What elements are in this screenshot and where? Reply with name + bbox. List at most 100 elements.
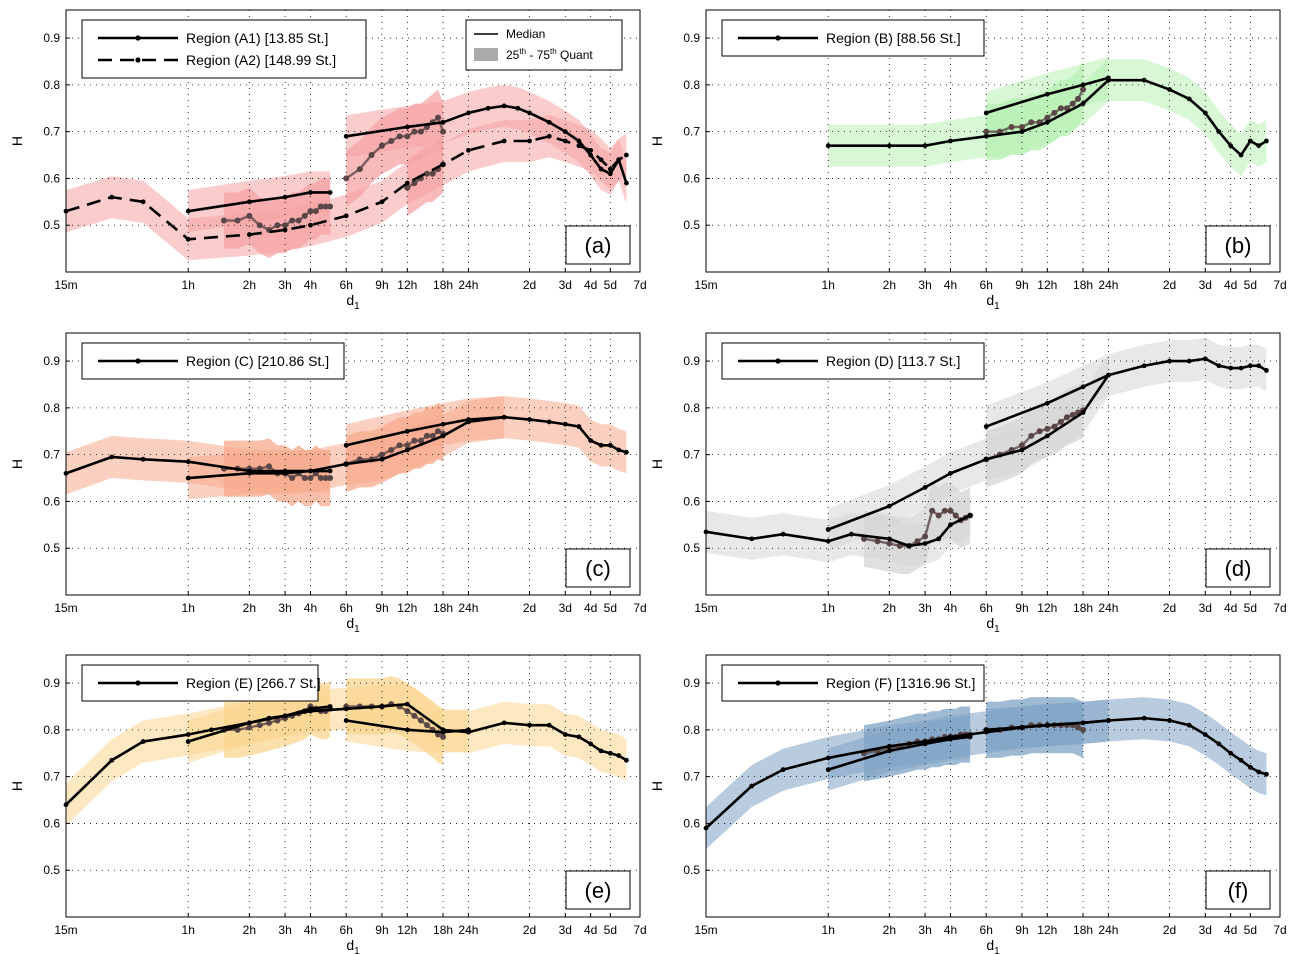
data-point xyxy=(624,757,629,763)
data-point xyxy=(185,739,191,744)
data-point xyxy=(1080,82,1086,88)
data-point xyxy=(1228,365,1234,371)
data-point xyxy=(1256,769,1262,775)
data-point xyxy=(317,475,324,482)
panel-label: (b) xyxy=(1225,233,1252,258)
data-point xyxy=(598,166,604,172)
data-point xyxy=(1216,363,1222,369)
data-point xyxy=(411,712,418,719)
data-point xyxy=(607,171,613,177)
data-point xyxy=(411,437,418,444)
data-point xyxy=(501,720,507,726)
data-point xyxy=(1080,720,1086,726)
data-point xyxy=(1247,764,1253,770)
data-point xyxy=(435,114,442,121)
data-point xyxy=(886,540,893,547)
data-point xyxy=(1202,110,1208,116)
y-tick-label: 0.8 xyxy=(683,723,700,737)
x-tick-label: 4d xyxy=(1224,601,1237,615)
data-point xyxy=(1063,414,1070,421)
data-point xyxy=(886,748,892,754)
data-point xyxy=(396,133,403,140)
data-point xyxy=(1238,152,1244,158)
data-point xyxy=(527,417,532,422)
data-point xyxy=(1167,358,1172,364)
y-axis-label: H xyxy=(649,136,665,146)
y-tick-label: 0.9 xyxy=(683,31,700,45)
quantile-band xyxy=(986,61,1084,160)
data-point xyxy=(185,732,191,737)
data-point xyxy=(404,447,410,453)
x-tick-label: 2h xyxy=(243,278,256,292)
data-point xyxy=(1256,363,1262,369)
data-point xyxy=(1228,750,1234,756)
data-point xyxy=(404,124,410,130)
y-tick-label: 0.7 xyxy=(683,770,700,784)
x-tick-label: 3h xyxy=(918,923,931,937)
data-point xyxy=(1057,105,1064,112)
data-point xyxy=(289,217,296,224)
data-point xyxy=(546,133,552,139)
y-axis-label: H xyxy=(9,459,25,469)
data-point xyxy=(598,442,604,448)
data-point xyxy=(501,414,507,420)
legend-label: Region (F) [1316.96 St.] xyxy=(826,675,975,691)
data-point xyxy=(886,143,892,149)
y-tick-label: 0.9 xyxy=(683,676,700,690)
data-point xyxy=(440,119,446,125)
data-point xyxy=(322,475,329,482)
data-point xyxy=(983,424,989,429)
data-point xyxy=(1069,100,1076,107)
y-tick-label: 0.8 xyxy=(43,78,60,92)
data-point xyxy=(289,475,296,482)
x-tick-label: 18h xyxy=(1073,601,1093,615)
x-tick-label: 3h xyxy=(278,601,291,615)
data-point xyxy=(368,152,375,159)
panel-label-box xyxy=(565,548,631,588)
data-point xyxy=(140,739,146,744)
x-tick-label: 3d xyxy=(1199,278,1212,292)
data-point xyxy=(343,461,349,467)
x-tick-label: 12h xyxy=(397,601,417,615)
data-point xyxy=(616,753,622,758)
data-point xyxy=(588,438,594,444)
data-point xyxy=(327,475,334,482)
data-point xyxy=(308,468,313,474)
data-point xyxy=(576,734,582,740)
x-tick-label: 6h xyxy=(340,278,353,292)
data-point xyxy=(848,531,854,537)
quantile-band xyxy=(346,676,444,765)
chart-panel: 15m 1h 2h 3h 4h 6h 9h 12h 18h 24h 2d 3d 4d 5d 7d 0.5 0.6… xyxy=(649,332,1287,635)
data-point xyxy=(343,706,349,712)
data-point xyxy=(429,432,436,439)
data-point xyxy=(616,157,622,163)
data-point xyxy=(616,447,622,453)
data-point xyxy=(562,129,568,135)
data-point xyxy=(1069,411,1076,418)
chart-panel: 15m 1h 2h 3h 4h 6h 9h 12h 18h 24h 2d 3d 4d 5d 7d 0.5 0.6… xyxy=(649,9,1287,312)
chart-panel: 15m 1h 2h 3h 4h 6h 9h 12h 18h 24h 2d 3d 4d 5d 7d 0.5 0.6… xyxy=(649,654,1287,954)
data-point xyxy=(624,152,629,158)
y-tick-label: 0.7 xyxy=(43,125,60,139)
data-point xyxy=(1216,741,1222,747)
y-tick-label: 0.9 xyxy=(43,31,60,45)
data-point xyxy=(906,543,912,549)
x-tick-label: 1h xyxy=(182,923,195,937)
x-tick-label: 15m xyxy=(54,278,77,292)
data-point xyxy=(967,513,973,518)
data-point xyxy=(948,138,953,144)
x-tick-label: 24h xyxy=(1098,923,1118,937)
x-tick-label: 5d xyxy=(1244,923,1257,937)
y-tick-label: 0.9 xyxy=(683,354,700,368)
x-tick-label: 9h xyxy=(1015,601,1028,615)
data-point xyxy=(1080,86,1087,93)
data-point xyxy=(501,138,507,144)
x-tick-label: 3h xyxy=(278,278,291,292)
panel-label: (a) xyxy=(585,233,612,258)
x-tick-label: 4d xyxy=(1224,278,1237,292)
x-tick-label: 9h xyxy=(375,923,388,937)
series-line-median xyxy=(65,135,628,241)
legend-label: Region (A2) [148.99 St.] xyxy=(186,52,336,68)
data-point xyxy=(282,194,288,200)
axes-frame xyxy=(65,9,641,273)
